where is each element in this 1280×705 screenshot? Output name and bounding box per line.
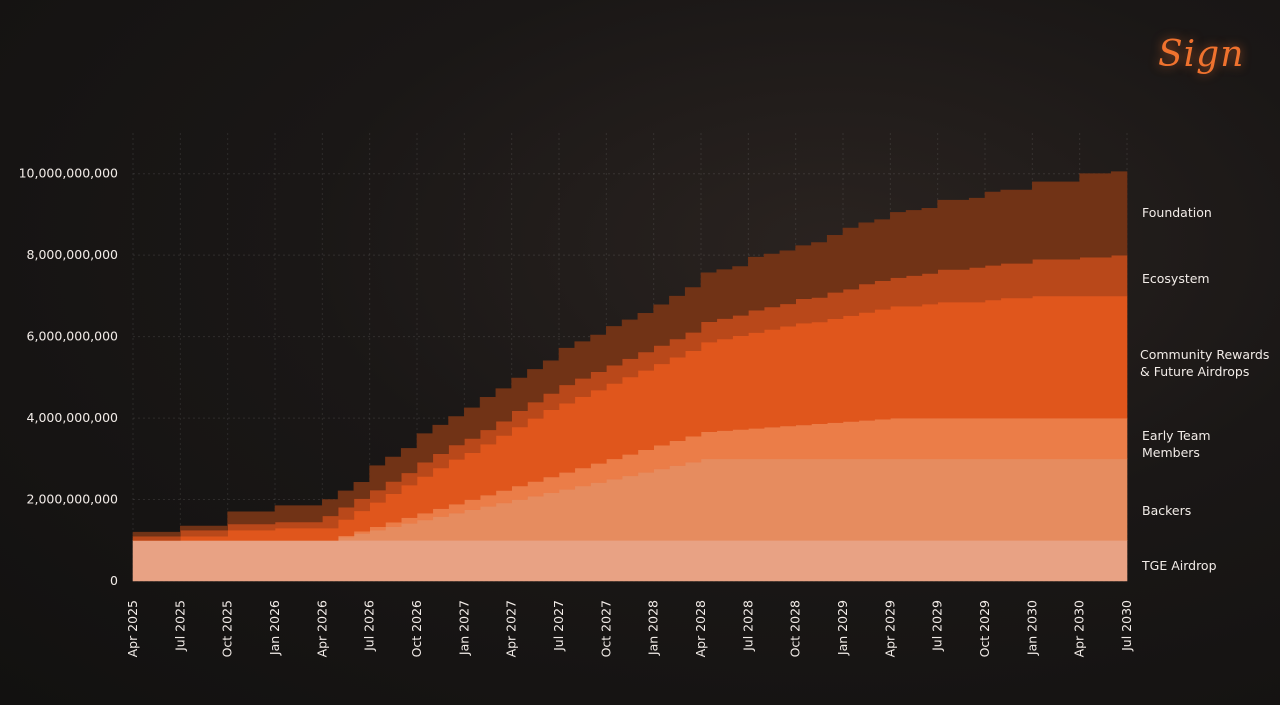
x-tick-label: Oct 2025	[220, 600, 235, 657]
y-tick-label: 2,000,000,000	[27, 492, 118, 507]
x-tick-label: Apr 2028	[693, 600, 708, 657]
x-tick-label: Jul 2030	[1119, 600, 1134, 652]
area-series	[132, 171, 1128, 582]
x-tick-label: Jul 2026	[362, 600, 377, 652]
legend-label-community-rewards: Community Rewards & Future Airdrops	[1140, 347, 1270, 379]
area-tge-airdrop	[132, 539, 1128, 582]
x-tick-label: Apr 2025	[125, 600, 140, 657]
axes: 0 2,000,000,000 4,000,000,000 6,000,000,000…	[19, 166, 1134, 658]
y-tick-label: 6,000,000,000	[27, 329, 118, 344]
legend-label-early-team-members: Early Team Members	[1142, 428, 1211, 460]
x-tick-label: Apr 2030	[1072, 600, 1087, 657]
x-tick-label: Jan 2030	[1024, 600, 1039, 656]
x-tick-label: Jul 2028	[740, 600, 755, 652]
y-tick-label: 4,000,000,000	[27, 410, 118, 425]
x-tick-label: Jul 2025	[172, 600, 187, 652]
y-tick-label: 0	[110, 573, 118, 588]
x-tick-label: Jan 2028	[646, 600, 661, 656]
area-foundation	[132, 171, 1128, 537]
x-tick-label: Oct 2027	[598, 600, 613, 657]
x-tick-label: Jul 2029	[930, 600, 945, 652]
y-tick-label: 10,000,000,000	[19, 166, 118, 181]
x-tick-label: Oct 2028	[788, 600, 803, 657]
legend-label-backers: Backers	[1142, 503, 1192, 518]
x-tick-label: Jan 2026	[267, 600, 282, 656]
x-tick-label: Jul 2027	[551, 600, 566, 652]
sign-logo: Sign	[1158, 34, 1245, 75]
legend-label-ecosystem: Ecosystem	[1142, 271, 1210, 286]
x-tick-label: Apr 2029	[882, 600, 897, 657]
x-tick-label: Oct 2029	[977, 600, 992, 657]
x-tick-label: Apr 2026	[314, 600, 329, 657]
x-tick-label: Oct 2026	[409, 600, 424, 657]
x-tick-label: Jan 2027	[456, 600, 471, 656]
y-tick-label: 8,000,000,000	[27, 247, 118, 262]
legend-label-tge-airdrop: TGE Airdrop	[1142, 558, 1217, 573]
x-tick-label: Apr 2027	[504, 600, 519, 657]
x-tick-label: Jan 2029	[835, 600, 850, 656]
legend-label-foundation: Foundation	[1142, 205, 1212, 220]
